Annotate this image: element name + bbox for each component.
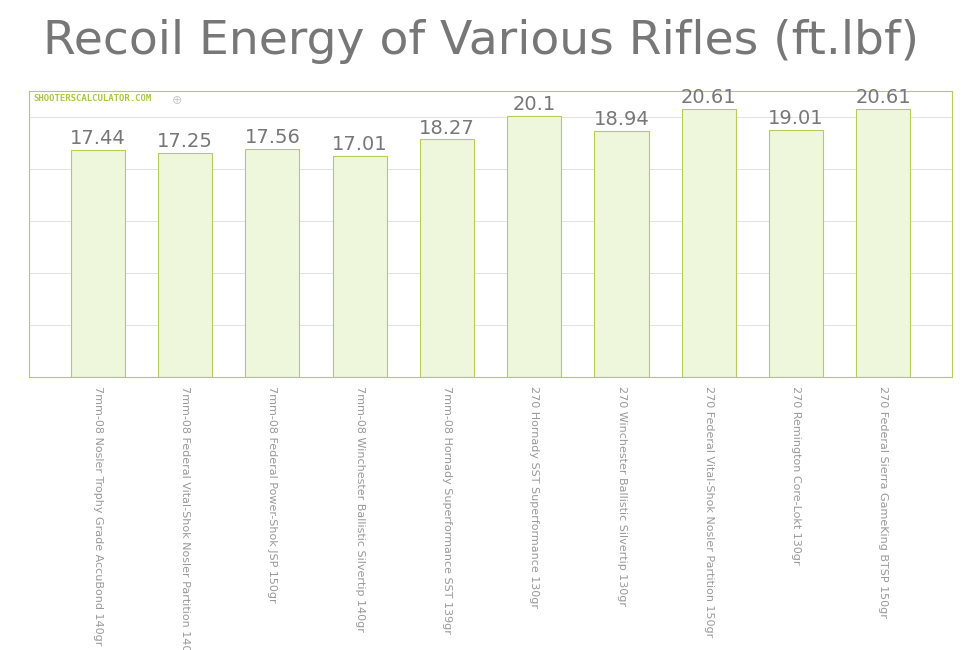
- Bar: [855, 109, 909, 377]
- Text: 18.94: 18.94: [593, 110, 649, 129]
- Bar: [506, 116, 560, 377]
- Text: 20.1: 20.1: [512, 95, 555, 114]
- Bar: [594, 131, 648, 377]
- Bar: [420, 140, 474, 377]
- Bar: [681, 109, 735, 377]
- Text: 18.27: 18.27: [419, 118, 475, 138]
- Text: 17.25: 17.25: [157, 132, 213, 151]
- Text: 20.61: 20.61: [854, 88, 910, 107]
- Text: 17.44: 17.44: [70, 129, 126, 148]
- Text: SHOOTERSCALCULATOR.COM: SHOOTERSCALCULATOR.COM: [34, 94, 152, 103]
- Bar: [158, 153, 212, 377]
- Bar: [71, 150, 125, 377]
- Bar: [768, 130, 823, 377]
- Text: Recoil Energy of Various Rifles (ft.lbf): Recoil Energy of Various Rifles (ft.lbf): [43, 20, 918, 64]
- Text: 17.01: 17.01: [332, 135, 387, 154]
- Bar: [333, 156, 386, 377]
- Text: 20.61: 20.61: [680, 88, 736, 107]
- Text: 19.01: 19.01: [768, 109, 823, 128]
- Text: 17.56: 17.56: [244, 128, 300, 147]
- Text: ⊕: ⊕: [172, 94, 183, 107]
- Bar: [245, 149, 299, 377]
